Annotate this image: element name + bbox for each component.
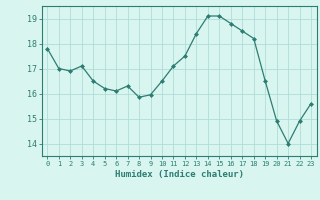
X-axis label: Humidex (Indice chaleur): Humidex (Indice chaleur) [115,170,244,179]
